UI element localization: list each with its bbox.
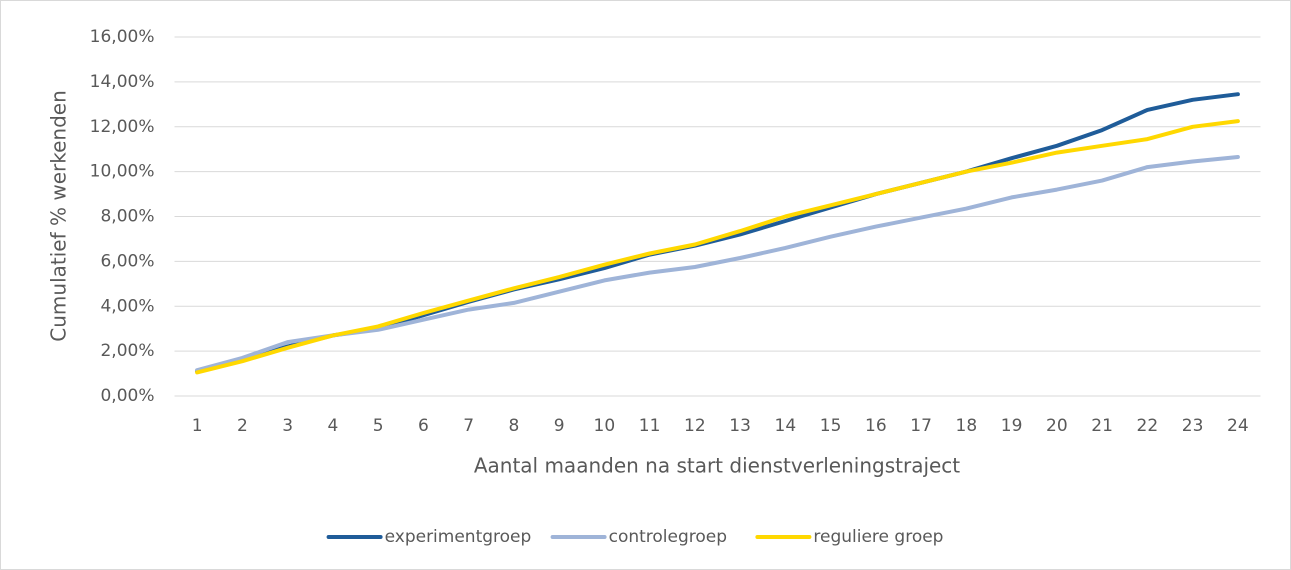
x-tick-label: 13 <box>729 416 751 436</box>
legend-label: reguliere groep <box>813 527 943 547</box>
x-tick-label: 8 <box>508 416 519 436</box>
x-axis-label: Aantal maanden na start dienstverlenings… <box>474 454 960 478</box>
y-tick-label: 6,00% <box>100 251 154 271</box>
series-line <box>195 155 1240 373</box>
x-tick-label: 23 <box>1182 416 1204 436</box>
x-tick-label: 9 <box>554 416 565 436</box>
x-tick-label: 10 <box>594 416 616 436</box>
y-tick-label: 12,00% <box>90 117 155 137</box>
x-tick-label: 5 <box>373 416 384 436</box>
x-tick-label: 2 <box>237 416 248 436</box>
x-tick-label: 24 <box>1227 416 1249 436</box>
x-tick-label: 7 <box>463 416 474 436</box>
x-tick-label: 21 <box>1091 416 1113 436</box>
x-tick-label: 3 <box>282 416 293 436</box>
x-tick-label: 20 <box>1046 416 1068 436</box>
y-tick-label: 8,00% <box>100 207 154 227</box>
y-tick-label: 16,00% <box>90 27 155 47</box>
y-tick-label: 2,00% <box>100 341 154 361</box>
x-tick-label: 1 <box>192 416 203 436</box>
series-line <box>195 119 1240 375</box>
y-tick-label: 14,00% <box>90 72 155 92</box>
y-axis-label: Cumulatief % werkenden <box>47 90 71 341</box>
y-tick-label: 10,00% <box>90 162 155 182</box>
x-tick-label: 18 <box>956 416 978 436</box>
x-tick-label: 11 <box>639 416 661 436</box>
x-tick-label: 12 <box>684 416 706 436</box>
x-tick-label: 15 <box>820 416 842 436</box>
y-tick-label: 4,00% <box>100 296 154 316</box>
x-tick-label: 17 <box>910 416 932 436</box>
legend-label: experimentgroep <box>385 527 532 547</box>
y-tick-label: 0,00% <box>100 386 154 406</box>
x-tick-label: 19 <box>1001 416 1023 436</box>
x-tick-label: 6 <box>418 416 429 436</box>
x-tick-label: 22 <box>1137 416 1159 436</box>
x-tick-label: 16 <box>865 416 887 436</box>
x-tick-label: 14 <box>775 416 797 436</box>
legend-label: controlegroep <box>609 527 727 547</box>
x-tick-label: 4 <box>327 416 338 436</box>
